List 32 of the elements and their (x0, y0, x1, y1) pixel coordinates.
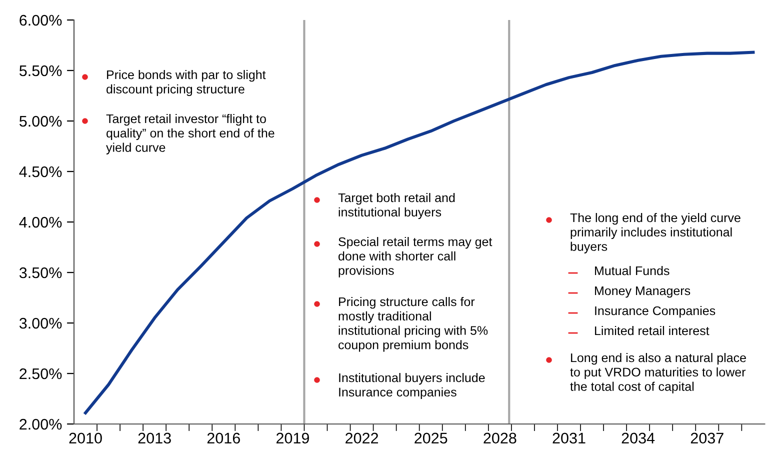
y-tick-label: 5.00% (19, 116, 62, 127)
y-tick-label: 2.50% (20, 368, 62, 380)
x-tick-label: 2028 (484, 432, 516, 444)
annotation: The long end of the yield curve primarily includes institutional buyers (570, 213, 740, 254)
x-tick-label: 2037 (690, 432, 724, 444)
x-tick-label: 2010 (69, 432, 102, 444)
x-tick-label: 2016 (207, 432, 240, 444)
y-tick-label: 4.50% (19, 166, 62, 178)
annotation: Pricing structure calls for mostly traditional institutional pricing with 5% coupon premium bonds (338, 297, 488, 352)
annotation: Target retail investor “flight to quality” on the short end of the yield curve (106, 114, 274, 154)
annotation: Special retail terms may get done with shorter call provisions (338, 237, 492, 278)
y-tick-label: 6.00% (20, 14, 62, 26)
annotation: Institutional buyers include Insurance companies (339, 373, 485, 400)
y-tick-label: 3.50% (19, 267, 62, 278)
annotation: Money Managers (595, 286, 690, 298)
y-tick-label: 2.00% (20, 418, 62, 430)
x-tick-label: 2013 (138, 432, 171, 444)
y-tick-label: 5.50% (19, 65, 62, 76)
annotation: Long end is also a natural place to put VRDO maturities to lower the total cost of capital (570, 353, 746, 394)
annotation: Target both retail and institutional buyers (338, 193, 455, 220)
annotation: Price bonds with par to slight discount pricing structure (106, 70, 266, 96)
x-tick-label: 2034 (622, 432, 655, 444)
annotation: Limited retail interest (595, 326, 710, 336)
line-series (84, 50, 755, 414)
x-tick-label: 2019 (276, 432, 309, 444)
x-tick-label: 2031 (552, 432, 586, 444)
x-tick-label: 2022 (346, 432, 378, 444)
y-tick-label: 4.00% (19, 216, 62, 228)
y-tick-label: 3.00% (19, 318, 62, 329)
annotation: Mutual Funds (595, 266, 670, 276)
x-tick-label: 2025 (414, 432, 448, 444)
annotation: Insurance Companies (595, 306, 716, 318)
